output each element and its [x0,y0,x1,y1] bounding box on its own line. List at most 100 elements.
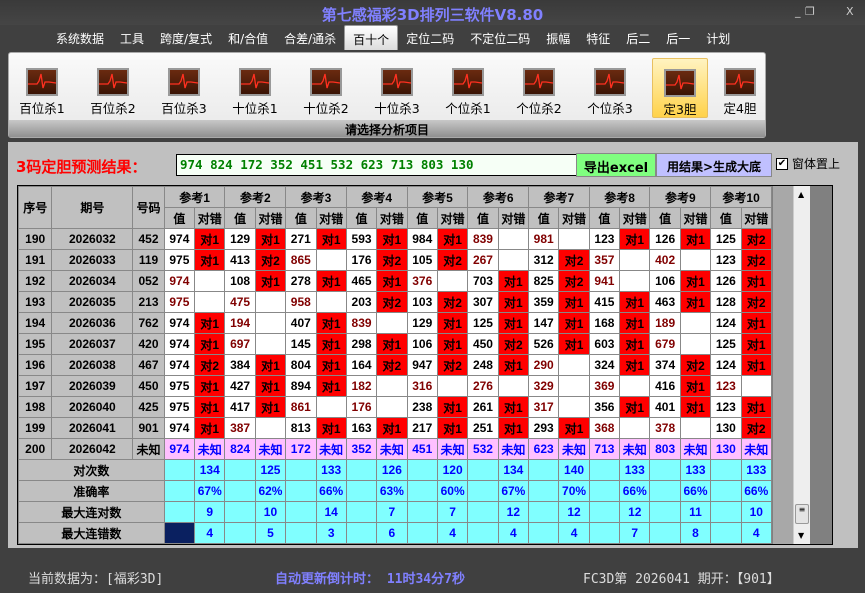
ribbon-button[interactable]: 个位杀3 [582,58,638,118]
table-row[interactable]: 197 2026039 450 975 对1 427 对1 894 对1 182 316 276 329… [17,375,773,397]
flag-cell: 对1 [376,333,408,355]
flag-cell: 对2 [558,249,590,271]
summary-blank-cell [224,480,256,502]
table-row[interactable]: 194 2026036 762 974 对1 194 407 对1 839 129 对1 125 对1 1… [17,312,773,334]
flag-cell: 对2 [436,354,469,376]
vertical-scrollbar[interactable]: ▲ ≡ ▼ [793,186,810,544]
ecg-monitor-icon [97,68,129,96]
checkbox-icon[interactable]: ✔ [776,157,788,170]
close-button[interactable]: X [846,5,854,18]
ribbon-button[interactable]: 百位杀1 [14,58,70,118]
restore-button[interactable]: ❐ [805,5,815,18]
value-cell: 182 [345,375,378,397]
minimize-button[interactable]: _ [795,5,801,18]
summary-value-cell: 4 [558,522,590,544]
prediction-row[interactable]: 200 2026042 未知 974 未知 824 未知 172 未知 352 未知 451 未知 532… [17,438,773,460]
table-row[interactable]: 190 2026032 452 974 对1 129 对1 271 对1 593 对1 984 对1 83… [17,228,773,250]
main-panel: 3码定胆预测结果： 974 824 172 352 451 532 623 71… [8,142,858,548]
value-cell: 312 [528,249,560,271]
menu-item[interactable]: 和/合值 [228,32,269,46]
ribbon-button[interactable]: 定3胆 [652,58,708,118]
predicted-value-cell: 713 [588,438,621,460]
flag-cell: 对2 [740,228,773,250]
flag-cell: 对2 [740,417,773,439]
ribbon-button[interactable]: 个位杀2 [511,58,567,118]
menu-item[interactable]: 系统数据 [56,32,105,46]
menu-item[interactable]: 跨度/复式 [160,32,213,46]
ribbon-button[interactable]: 十位杀2 [298,58,354,118]
code-cell: 未知 [132,438,165,460]
value-cell: 369 [588,375,621,397]
value-cell: 894 [285,375,317,397]
menu-item[interactable]: 振幅 [546,32,571,46]
menu-item[interactable]: 后二 [626,32,651,46]
summary-value-cell: 126 [376,459,408,481]
summary-value-cell: 12 [619,501,651,523]
ribbon-button[interactable]: 百位杀2 [85,58,141,118]
ref-header: 参考10 [710,186,772,208]
table-row[interactable]: 196 2026038 467 974 对2 384 对1 804 对1 164 对2 947 对2 24… [17,354,773,376]
flag-cell [558,228,590,250]
flag-header: 对错 [497,207,530,229]
table-row[interactable]: 191 2026033 119 975 对1 413 对2 865 176 对2 105 对2 267 3… [17,249,773,271]
code-cell: 425 [132,396,165,418]
table-row[interactable]: 198 2026040 425 975 对1 417 对1 861 176 238 对1 261 对1 3… [17,396,773,418]
window-on-top-label: 窗体置上 [792,157,841,171]
value-cell: 947 [406,354,438,376]
menu-item[interactable]: 后一 [666,32,691,46]
menu-item[interactable]: 合差/通杀 [284,32,337,46]
value-cell: 374 [649,354,681,376]
issue-cell: 2026042 [51,438,134,460]
ecg-monitor-icon [452,68,484,96]
ribbon-button-label: 百位杀3 [161,101,207,116]
menu-item[interactable]: 百十个 [344,25,399,50]
code-cell: 901 [132,417,165,439]
value-cell: 261 [467,396,499,418]
flag-cell [254,417,287,439]
menu-item[interactable]: 定位二码 [406,32,455,46]
summary-value-cell: 7 [619,522,651,544]
value-header: 值 [285,207,317,229]
seq-cell: 195 [17,333,53,355]
ribbon-button[interactable]: 定4胆 [712,58,768,118]
flag-cell: 对1 [679,270,712,292]
scroll-down-icon[interactable]: ▼ [798,531,805,540]
table-row[interactable]: 192 2026034 052 974 108 对1 278 对1 465 对1 376 703 对1 8… [17,270,773,292]
ribbon-button[interactable]: 十位杀3 [369,58,425,118]
menu-item[interactable]: 工具 [120,32,145,46]
ribbon-button-label: 十位杀1 [232,101,278,116]
table-row[interactable]: 193 2026035 213 975 475 958 203 对2 103 对2 307 对1 359… [17,291,773,313]
issue-cell: 2026033 [51,249,134,271]
scroll-thumb[interactable]: ≡ [795,504,809,524]
summary-label: 准确率 [18,480,165,502]
flag-cell: 对2 [194,354,226,376]
value-cell: 368 [588,417,621,439]
generate-base-button[interactable]: 用结果>生成大底 [656,153,772,177]
flag-cell: 对1 [740,312,773,334]
summary-value-cell: 63% [376,480,408,502]
summary-blank-cell [406,522,438,544]
flag-cell: 对1 [315,312,347,334]
summary-blank-cell [163,501,196,523]
seq-cell: 194 [17,312,53,334]
menu-item[interactable]: 不定位二码 [470,32,531,46]
flag-cell [315,396,347,418]
value-cell: 125 [467,312,499,334]
menu-item[interactable]: 计划 [706,32,731,46]
table-row[interactable]: 199 2026041 901 974 对1 387 813 对1 163 对1 217 对1 251 对… [17,417,773,439]
flag-cell: 对2 [679,354,712,376]
issue-header: 期号 [51,186,134,229]
summary-blank-cell [588,501,621,523]
result-input[interactable]: 974 824 172 352 451 532 623 713 803 130 [176,154,579,176]
ribbon-button[interactable]: 十位杀1 [227,58,283,118]
value-cell: 125 [710,333,742,355]
export-excel-button[interactable]: 导出excel [576,153,656,177]
table-row[interactable]: 195 2026037 420 974 对1 697 145 对1 298 对1 106 对1 450 对… [17,333,773,355]
ribbon-button[interactable]: 个位杀1 [440,58,496,118]
scroll-up-icon[interactable]: ▲ [798,190,805,199]
ribbon-button[interactable]: 百位杀3 [156,58,212,118]
window-on-top-checkbox[interactable]: ✔ 窗体置上 [776,155,840,172]
menu-item[interactable]: 特征 [586,32,611,46]
flag-cell [679,249,712,271]
seq-header: 序号 [17,186,53,229]
